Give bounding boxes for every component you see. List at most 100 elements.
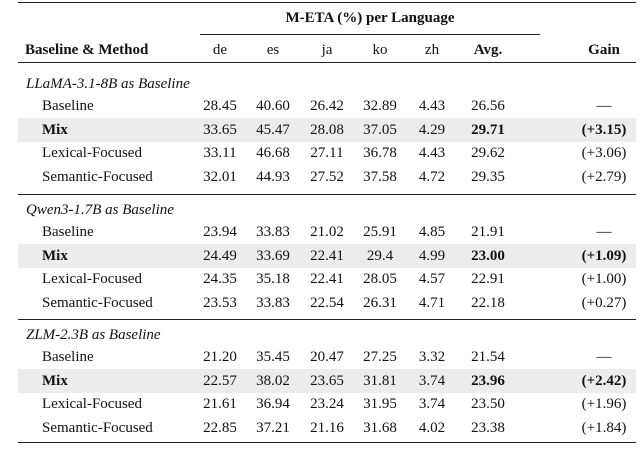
cell-value: 3.74 [418, 372, 446, 389]
cell-value: 22.41 [310, 271, 344, 288]
group-title: LLaMA-3.1-8B as Baseline [26, 76, 190, 92]
cell-value: 46.68 [256, 145, 290, 162]
cell-value: 4.43 [418, 145, 446, 162]
cell-value: (+1.84) [581, 419, 627, 436]
cell-value: — [596, 98, 612, 114]
cell-value: 37.21 [256, 419, 290, 436]
bottom-rule [18, 442, 636, 444]
method-name: Mix [42, 121, 68, 138]
cell-value: (+1.96) [581, 396, 627, 413]
method-name: Lexical-Focused [42, 271, 142, 288]
cell-value: 28.45 [203, 98, 237, 114]
cell-value: 40.60 [256, 98, 290, 114]
row-highlight [18, 368, 636, 393]
cell-value: 35.18 [256, 271, 290, 288]
cell-value: 27.25 [363, 349, 397, 365]
row-highlight [18, 117, 636, 142]
cell-value: 4.43 [418, 98, 446, 114]
method-name: Baseline [42, 224, 94, 240]
cell-value: 4.72 [418, 168, 446, 185]
cell-value: 21.02 [310, 224, 344, 240]
column-header: zh [424, 42, 440, 58]
method-name: Baseline [42, 98, 94, 114]
group-title: Qwen3-1.7B as Baseline [26, 202, 174, 218]
cell-value: (+2.42) [581, 372, 627, 389]
cell-value: 33.65 [203, 121, 237, 138]
group-title: ZLM-2.3B as Baseline [26, 327, 161, 343]
method-name: Semantic-Focused [42, 168, 153, 185]
cell-value: 26.42 [310, 98, 344, 114]
cell-value: 22.91 [471, 271, 505, 288]
cell-value: 38.02 [256, 372, 290, 389]
cell-value: 33.11 [203, 145, 237, 162]
column-header: Avg. [473, 42, 503, 58]
cell-value: 23.38 [471, 419, 505, 436]
cell-value: 4.02 [418, 419, 446, 436]
cell-value: 23.65 [310, 372, 344, 389]
cell-value: 33.83 [256, 224, 290, 240]
cell-value: 37.05 [363, 121, 397, 138]
cell-value: 4.29 [418, 121, 446, 138]
cell-value: 4.85 [418, 224, 446, 240]
cell-value: 35.45 [256, 349, 290, 365]
cell-value: 27.11 [310, 145, 344, 162]
cell-value: 4.57 [418, 271, 446, 288]
row-highlight [18, 243, 636, 268]
cell-value: 22.85 [203, 419, 237, 436]
cell-value: (+3.06) [581, 145, 627, 162]
cell-value: 31.68 [363, 419, 397, 436]
cell-value: 44.93 [256, 168, 290, 185]
cell-value: 26.56 [471, 98, 505, 114]
group-rule [18, 194, 636, 195]
cell-value: (+2.79) [581, 168, 627, 185]
cell-value: (+1.09) [581, 247, 627, 264]
header-midrule [200, 34, 540, 35]
method-name: Lexical-Focused [42, 396, 142, 413]
group-header: M-ETA (%) per Language [285, 10, 455, 26]
method-name: Lexical-Focused [42, 145, 142, 162]
cell-value: 36.78 [363, 145, 397, 162]
column-header: ja [321, 42, 333, 58]
cell-value: 28.08 [310, 121, 344, 138]
cell-value: 23.50 [471, 396, 505, 413]
method-name: Baseline [42, 349, 94, 365]
column-header: es [266, 42, 280, 58]
cell-value: 25.91 [363, 224, 397, 240]
cell-value: — [596, 349, 612, 365]
cell-value: 45.47 [256, 121, 290, 138]
cell-value: 32.89 [363, 98, 397, 114]
cell-value: 4.71 [418, 294, 446, 311]
cell-value: 28.05 [363, 271, 397, 288]
cell-value: 22.54 [310, 294, 344, 311]
cell-value: 29.62 [471, 145, 505, 162]
method-name: Semantic-Focused [42, 419, 153, 436]
top-rule [18, 2, 636, 4]
cell-value: 31.95 [363, 396, 397, 413]
cell-value: (+3.15) [581, 121, 627, 138]
column-header: Baseline & Method [25, 42, 149, 58]
cell-value: 20.47 [310, 349, 344, 365]
cell-value: 37.58 [363, 168, 397, 185]
cell-value: 33.69 [256, 247, 290, 264]
cell-value: 29.71 [471, 121, 505, 138]
column-header: de [212, 42, 228, 58]
cell-value: 23.24 [310, 396, 344, 413]
cell-value: 36.94 [256, 396, 290, 413]
cell-value: 27.52 [310, 168, 344, 185]
cell-value: 33.83 [256, 294, 290, 311]
cell-value: 24.35 [203, 271, 237, 288]
cell-value: 22.18 [471, 294, 505, 311]
cell-value: 22.57 [203, 372, 237, 389]
column-header: ko [372, 42, 388, 58]
cell-value: 23.94 [203, 224, 237, 240]
cell-value: 21.20 [203, 349, 237, 365]
cell-value: 23.00 [471, 247, 505, 264]
cell-value: 29.35 [471, 168, 505, 185]
cell-value: 24.49 [203, 247, 237, 264]
cell-value: 31.81 [363, 372, 397, 389]
cell-value: 32.01 [203, 168, 237, 185]
method-name: Semantic-Focused [42, 294, 153, 311]
method-name: Mix [42, 372, 68, 389]
cell-value: 26.31 [363, 294, 397, 311]
